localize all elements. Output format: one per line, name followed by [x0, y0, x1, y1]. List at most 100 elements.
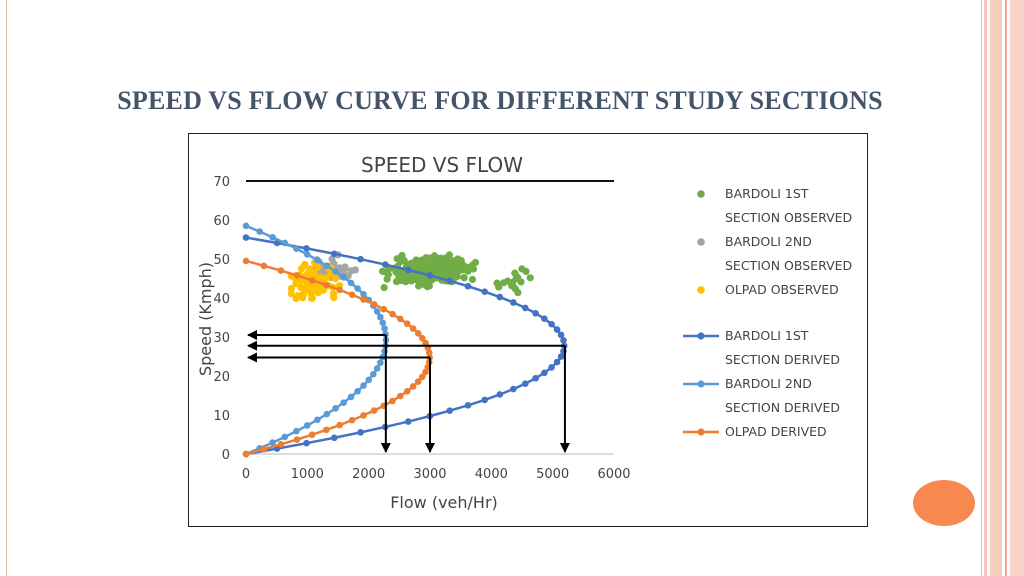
derived-point — [331, 250, 338, 258]
derived-point — [396, 315, 404, 323]
derived-point — [293, 427, 300, 435]
observed-point — [468, 275, 477, 284]
derived-point — [389, 397, 396, 405]
observed-point — [300, 262, 308, 270]
derived-point — [553, 358, 561, 366]
observed-point — [380, 283, 388, 292]
observed-point — [287, 289, 295, 298]
derived-point — [373, 308, 381, 315]
derived-point — [277, 441, 285, 448]
observed-point — [328, 255, 336, 263]
derived-point — [370, 301, 378, 308]
observed-point — [339, 266, 347, 274]
derived-point — [348, 416, 356, 424]
derived-point — [381, 325, 388, 332]
derived-point — [381, 348, 388, 355]
derived-point — [496, 293, 504, 301]
derived-point — [521, 304, 529, 312]
derived-point — [242, 234, 250, 241]
derived-point — [464, 401, 472, 409]
legend-swatch — [697, 238, 705, 246]
derived-point — [481, 396, 489, 404]
derived-point — [357, 255, 364, 263]
legend-label: SECTION OBSERVED — [725, 258, 852, 273]
x-tick-label: 2000 — [352, 467, 385, 482]
derived-point — [293, 436, 301, 443]
y-tick-label: 30 — [213, 331, 230, 346]
derived-point — [242, 257, 250, 265]
observed-point — [424, 255, 432, 263]
derived-point — [370, 370, 377, 378]
derived-point — [521, 380, 529, 387]
y-tick-label: 70 — [213, 175, 230, 190]
derived-point — [377, 359, 384, 367]
derived-point — [419, 334, 426, 342]
legend-label: BARDOLI 2ND — [725, 234, 812, 249]
observed-point — [299, 294, 307, 302]
observed-point — [522, 267, 530, 275]
derived-point — [332, 405, 339, 412]
x-tick-label: 4000 — [475, 467, 508, 482]
y-tick-label: 0 — [222, 448, 230, 463]
observed-point — [440, 262, 448, 270]
derived-point — [242, 450, 250, 458]
derived-point — [323, 262, 331, 270]
observed-point — [504, 277, 512, 285]
y-tick-label: 40 — [213, 292, 230, 307]
derived-point — [464, 282, 472, 290]
derived-point — [548, 364, 555, 371]
derived-point — [323, 426, 330, 434]
speed-flow-chart: SPEED VS FLOW 0 10 20 30 40 50 60 70 0 1000 2000 3… — [196, 153, 852, 512]
derived-point — [414, 378, 422, 385]
derived-point — [446, 407, 453, 415]
decorative-band — [1010, 0, 1024, 576]
derived-point — [560, 337, 567, 344]
derived-point — [281, 433, 289, 441]
observed-point — [292, 294, 300, 303]
derived-point — [323, 281, 330, 289]
decorative-band — [984, 0, 987, 576]
derived-point — [365, 376, 373, 384]
derived-point — [293, 272, 301, 279]
legend-swatch — [697, 286, 705, 294]
derived-point — [303, 439, 310, 447]
observed-point — [514, 274, 522, 282]
derived-point — [532, 374, 539, 382]
derived-point — [496, 391, 504, 398]
derived-point — [340, 273, 347, 281]
derived-point — [360, 296, 367, 303]
decorative-band — [990, 0, 1002, 576]
derived-point — [425, 349, 433, 356]
derived-point — [293, 245, 300, 252]
derived-point — [269, 439, 276, 446]
derived-point — [303, 422, 311, 429]
legend-swatch — [697, 190, 705, 198]
derived-point — [532, 310, 539, 317]
y-tick-label: 60 — [213, 214, 230, 229]
chart-title: SPEED VS FLOW — [361, 153, 523, 177]
x-tick-label: 3000 — [413, 467, 446, 482]
observed-point — [449, 259, 457, 268]
legend-label: OLPAD OBSERVED — [725, 282, 839, 297]
legend-label: SECTION DERIVED — [725, 352, 840, 367]
slide-frame — [6, 0, 982, 576]
derived-point — [481, 288, 489, 295]
observed-point — [382, 268, 390, 276]
derived-point — [354, 387, 361, 395]
derived-point — [308, 431, 316, 438]
derived-point — [314, 416, 321, 424]
observed-point — [314, 274, 322, 283]
derived-point — [409, 383, 417, 390]
y-tick-label: 10 — [213, 409, 230, 424]
observed-point — [430, 252, 438, 260]
derived-point — [308, 276, 316, 284]
x-tick-label: 6000 — [597, 467, 630, 482]
observed-point — [407, 277, 415, 285]
derived-point — [336, 286, 343, 294]
derived-point — [373, 365, 381, 372]
legend-label: OLPAD DERIVED — [725, 424, 827, 439]
derived-point — [256, 228, 263, 235]
derived-point — [380, 305, 388, 313]
derived-point — [370, 407, 378, 414]
derived-point — [422, 368, 429, 376]
